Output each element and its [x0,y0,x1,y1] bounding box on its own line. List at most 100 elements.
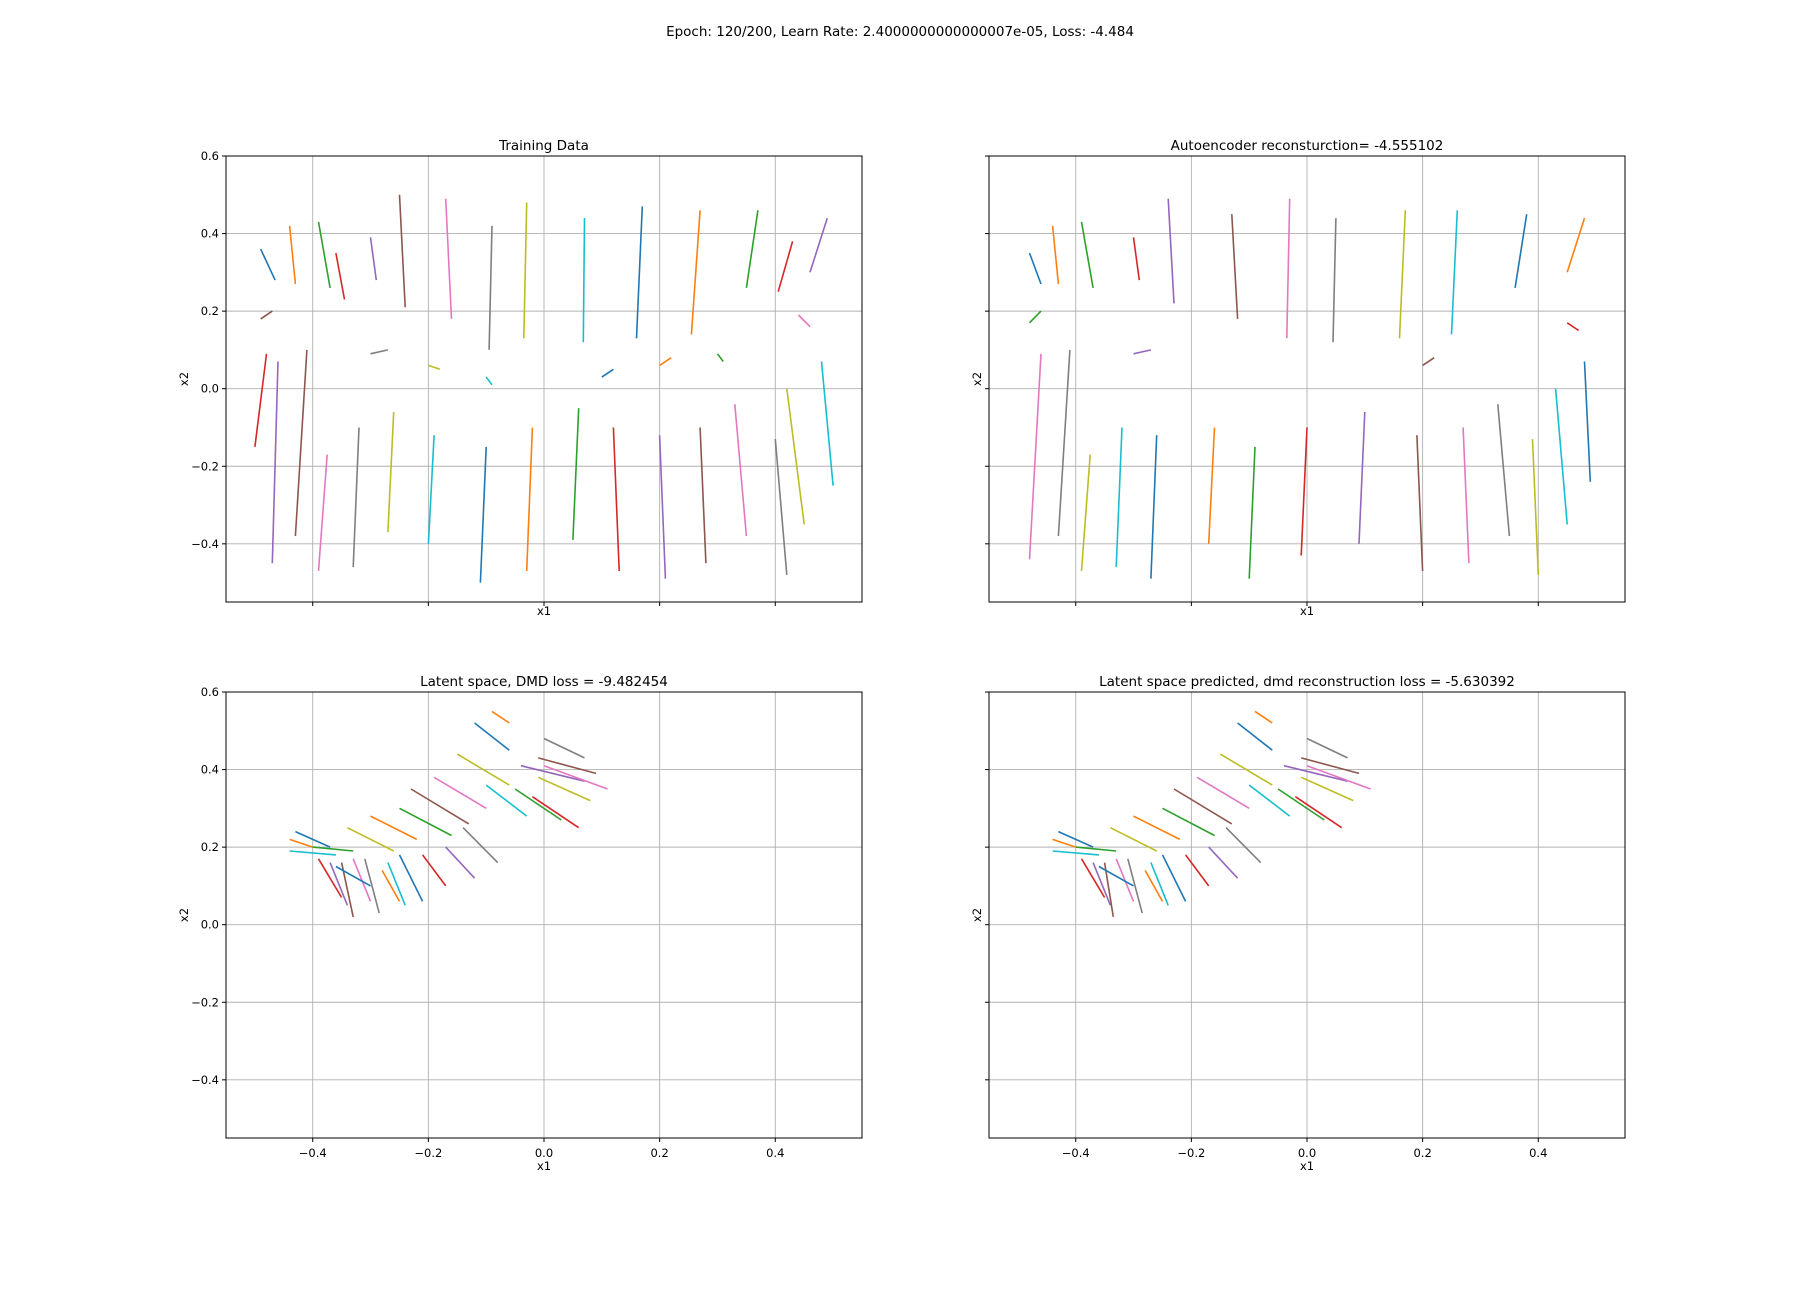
subplot-1: −0.4 −0.2 0.0 0.2 0.4 0.6 Training Data x1 x2 [177,138,863,618]
trajectory-line [1416,435,1424,572]
trajectory-line [1080,221,1094,289]
trajectory-line [1080,858,1106,898]
trajectory-line [1184,854,1210,887]
trajectory-line [1132,237,1141,281]
trajectory-line [1058,830,1094,848]
trajectory-line [745,210,759,289]
subplot-title: Latent space, DMD loss = -9.482454 [420,674,668,690]
x-tick-label: 0.4 [1529,1146,1547,1160]
trajectory-line [329,862,349,906]
trajectory-line [1497,404,1511,537]
trajectory-line [1300,757,1360,775]
trajectory-line [381,870,401,902]
subplot-4: −0.4 −0.2 0.0 0.2 0.4 Latent space predicted,… [970,674,1626,1173]
y-tick-label: 0.6 [201,149,219,163]
trajectory-line [659,357,672,367]
trajectory-line [1254,710,1273,724]
trajectory-line [444,198,453,319]
trajectory-line [1286,198,1291,339]
trajectory-line [1248,784,1291,817]
subplot-title: Training Data [498,138,589,154]
trajectory-line [1144,870,1164,902]
trajectory-line [1231,214,1239,319]
trajectory-line [370,349,389,355]
trajectory-line [734,404,748,537]
trajectory-line [635,206,644,339]
trajectory-line [1133,349,1152,355]
trajectory-line [1150,862,1169,906]
trajectory-line [1398,210,1407,339]
trajectory-line [1103,862,1115,918]
trajectory-line [474,722,510,751]
trajectory-line [520,764,585,782]
trajectory-line [774,439,788,575]
trajectory-line [1167,198,1175,304]
trajectory-line [1531,439,1540,575]
trajectory-line [1028,252,1042,285]
y-axis-label: x2 [177,908,191,922]
trajectory-line [582,218,586,343]
trajectory-line [398,854,424,902]
y-tick-label: 0.0 [201,382,219,396]
trajectory-line [462,827,499,864]
trajectory-line [352,427,360,568]
trajectory-line [786,388,805,525]
trajectory-line [1080,454,1091,572]
x-axis-label: x1 [1300,604,1314,618]
trajectory-line [1161,854,1187,902]
trajectory-line [1237,722,1273,751]
trajectory-line [1162,807,1215,837]
trajectory-line [777,241,794,292]
trajectory-line [1566,217,1586,273]
trajectory-line [445,846,476,879]
trajectory-line [335,252,346,300]
trajectory-line [1098,865,1134,887]
y-tick-label: 0.4 [201,763,219,777]
x-tick-label: 0.2 [1413,1146,1431,1160]
trajectory-line [317,221,331,289]
trajectory-line [820,361,834,486]
trajectory-line [658,435,667,579]
trajectory-line [543,764,608,790]
y-tick-label: −0.2 [191,459,219,473]
trajectory-line [1057,349,1071,537]
trajectory-line [1092,862,1112,906]
trajectory-line [523,202,528,339]
trajectory-line [1028,310,1042,324]
trajectory-line [364,858,380,914]
x-tick-label: 0.4 [766,1146,784,1160]
trajectory-line [312,846,354,852]
trajectory-line [1306,764,1371,790]
x-tick-label: −0.4 [299,1146,327,1160]
trajectory-line [260,310,273,320]
trajectory-line [537,757,597,775]
trajectory-line [428,364,441,371]
trajectory-line [1051,225,1060,285]
trajectory-line [1052,838,1076,848]
y-axis-label: x2 [970,372,984,386]
trajectory-line [1300,776,1354,802]
trajectory-line [295,830,331,848]
trajectory-line [1583,361,1592,482]
trajectory-line [456,753,510,786]
trajectory-line [1028,353,1042,560]
trajectory-line [271,361,279,564]
trajectory-line [370,815,418,841]
trajectory-line [485,376,493,386]
trajectory-line [399,807,452,837]
trajectory-line [352,858,372,902]
trajectory-line [491,710,510,724]
y-tick-label: 0.2 [201,304,219,318]
x-tick-label: 0.0 [1298,1146,1316,1160]
trajectory-line [1052,850,1099,856]
trajectory-line [1115,427,1123,568]
trajectory-line [525,427,534,572]
trajectory-line [433,776,487,809]
x-axis-label: x1 [537,1159,551,1173]
trajectory-line [1300,427,1308,556]
trajectory-line [1173,788,1233,825]
trajectory-line [572,408,580,540]
trajectory-line [427,435,435,544]
trajectory-line [335,865,371,887]
